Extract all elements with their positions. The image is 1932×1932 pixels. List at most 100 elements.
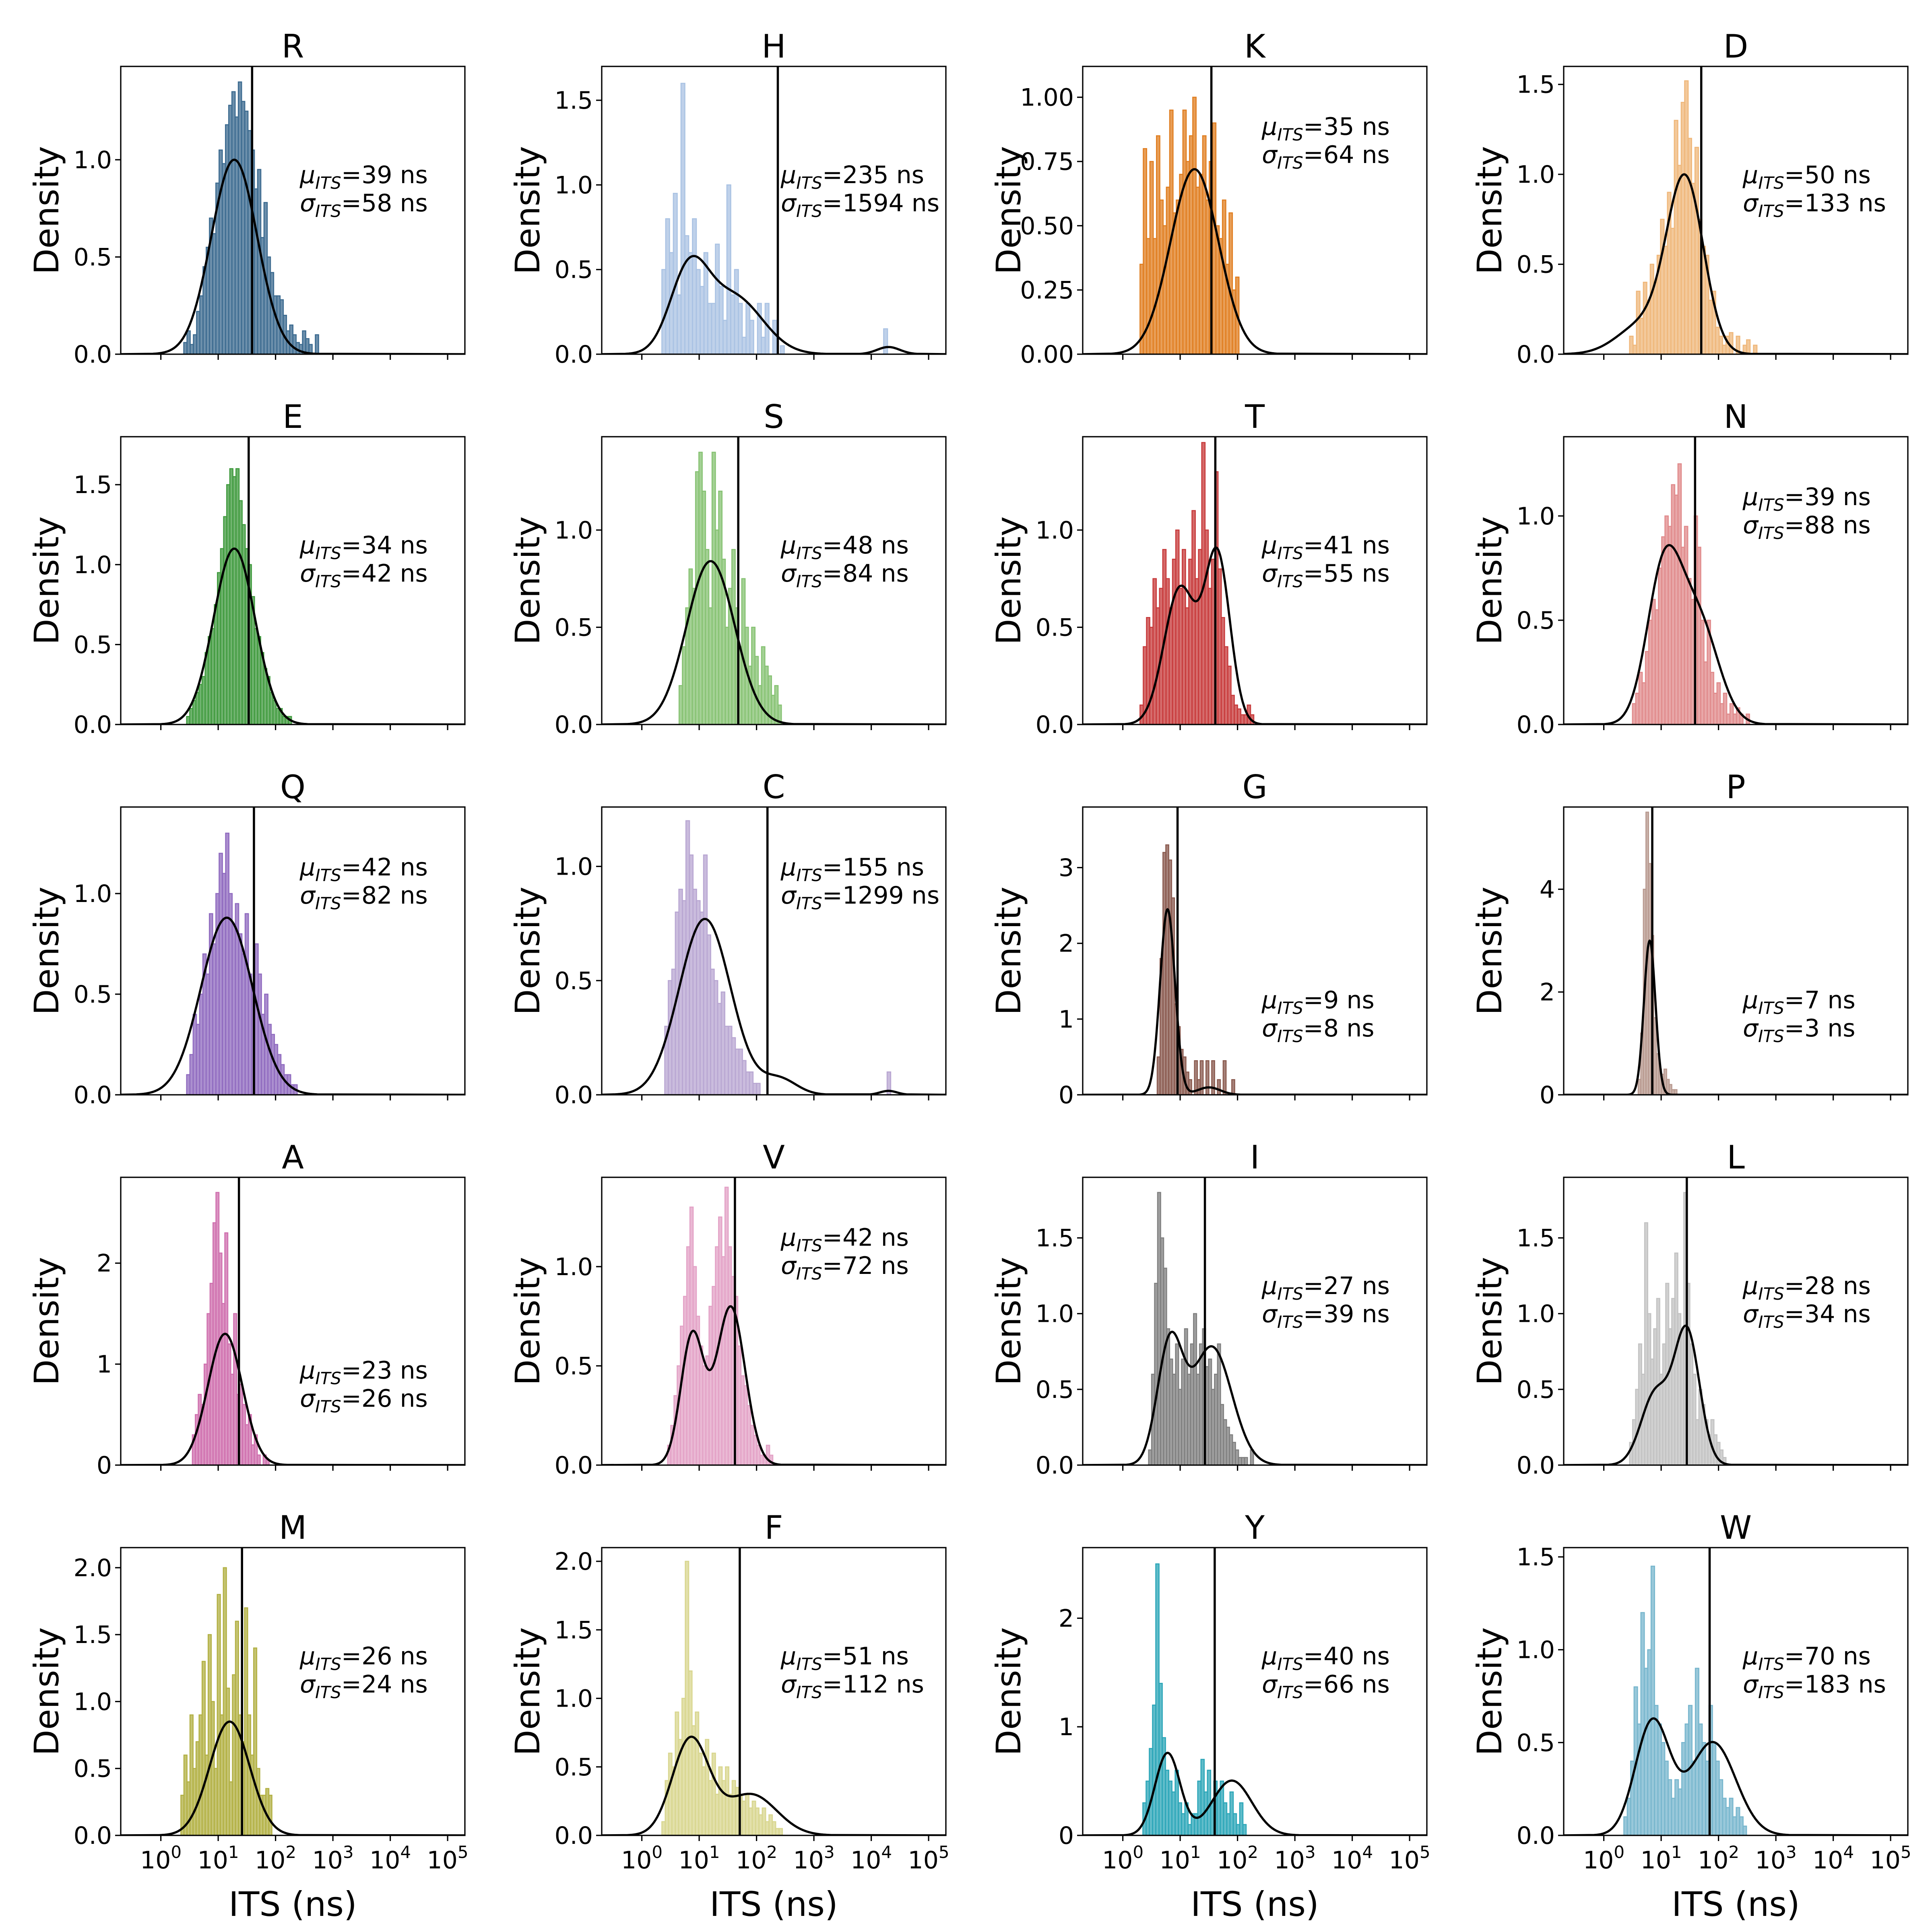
subplot-title: Y bbox=[1245, 1509, 1265, 1546]
stat-symbol: μ bbox=[780, 161, 796, 189]
y-tick-label: 1.0 bbox=[555, 1685, 593, 1713]
histogram-bar bbox=[689, 854, 694, 1095]
x-tick-exponent: 3 bbox=[824, 1842, 835, 1862]
stat-subscript: ITS bbox=[315, 173, 341, 193]
x-tick-base: 10 bbox=[312, 1846, 343, 1874]
histogram-bar bbox=[720, 991, 725, 1095]
stat-value: 7 bbox=[1804, 986, 1820, 1014]
stat-unit: ns bbox=[1362, 113, 1390, 141]
subplot-title: G bbox=[1243, 768, 1267, 806]
stat-equals: = bbox=[1784, 511, 1804, 539]
x-tick-base: 10 bbox=[198, 1846, 228, 1874]
stat-equals: = bbox=[1784, 1014, 1804, 1042]
x-tick-base: 10 bbox=[369, 1846, 400, 1874]
x-tick-exponent: 5 bbox=[1420, 1842, 1430, 1862]
stat-value: 235 bbox=[842, 161, 889, 189]
stat-value: 27 bbox=[1323, 1272, 1354, 1300]
y-tick-label: 0.5 bbox=[74, 1755, 112, 1783]
subplot-title: F bbox=[764, 1509, 783, 1546]
histogram-bar bbox=[699, 911, 704, 1095]
stat-value: 84 bbox=[842, 559, 873, 588]
kde-curve bbox=[1564, 1717, 1908, 1835]
histogram-bar bbox=[668, 980, 673, 1095]
histogram-bar bbox=[749, 320, 754, 354]
stat-subscript: ITS bbox=[796, 543, 822, 563]
stat-symbol: μ bbox=[299, 853, 315, 881]
x-tick-label: 101 bbox=[679, 1842, 720, 1874]
stat-subscript: ITS bbox=[1758, 1654, 1784, 1674]
y-axis-label: Density bbox=[989, 516, 1028, 645]
sigma-annotation: σITS=72 ns bbox=[781, 1252, 909, 1284]
kde-curve bbox=[121, 547, 465, 724]
histogram-bar bbox=[226, 1687, 230, 1835]
y-tick-label: 1.5 bbox=[555, 1616, 593, 1644]
x-tick-label: 105 bbox=[1870, 1842, 1911, 1874]
histogram-bar bbox=[315, 334, 319, 354]
histogram-bar bbox=[764, 303, 770, 354]
subplot-title: V bbox=[763, 1139, 785, 1176]
stat-symbol: μ bbox=[1742, 161, 1758, 189]
stat-equals: = bbox=[1784, 483, 1804, 511]
x-tick-exponent: 2 bbox=[1728, 1842, 1739, 1862]
x-axis-label: ITS (ns) bbox=[1672, 1885, 1800, 1924]
stat-subscript: ITS bbox=[1758, 201, 1784, 221]
histogram-bar bbox=[734, 269, 739, 354]
y-tick-label: 1.0 bbox=[74, 1688, 112, 1716]
stat-equals: = bbox=[341, 1670, 361, 1699]
x-tick-label: 101 bbox=[1641, 1842, 1682, 1874]
x-tick-exponent: 2 bbox=[285, 1842, 296, 1862]
histogram-bar bbox=[1650, 1565, 1655, 1835]
stat-subscript: ITS bbox=[315, 865, 341, 885]
histogram-bar bbox=[1242, 1824, 1247, 1835]
y-tick-label: 0 bbox=[1059, 1081, 1074, 1109]
stat-unit: ns bbox=[400, 559, 427, 588]
histogram-bar bbox=[757, 303, 762, 354]
stat-value: 88 bbox=[1804, 511, 1835, 539]
stat-space bbox=[392, 881, 400, 910]
stat-symbol: μ bbox=[299, 161, 315, 189]
stat-symbol: μ bbox=[780, 1224, 796, 1252]
y-tick-label: 0.0 bbox=[74, 711, 112, 739]
stat-value: 39 bbox=[1804, 483, 1835, 511]
y-tick-label: 1 bbox=[97, 1350, 112, 1379]
stat-unit: ns bbox=[400, 881, 427, 910]
y-axis-label: Density bbox=[1470, 1257, 1509, 1385]
y-tick-label: 0.0 bbox=[555, 1081, 593, 1109]
x-tick-exponent: 0 bbox=[1614, 1842, 1624, 1862]
mu-annotation: μITS=7 ns bbox=[1742, 986, 1856, 1018]
y-tick-label: 0.5 bbox=[1517, 251, 1555, 279]
y-axis-label: Density bbox=[989, 1257, 1028, 1385]
stat-unit: ns bbox=[912, 881, 939, 910]
stat-value: 23 bbox=[361, 1356, 392, 1385]
stat-unit: ns bbox=[1858, 189, 1886, 217]
stat-unit: ns bbox=[1827, 1014, 1855, 1042]
stat-symbol: σ bbox=[781, 881, 797, 910]
stat-subscript: ITS bbox=[315, 1397, 341, 1416]
stat-subscript: ITS bbox=[1758, 1682, 1784, 1702]
x-tick-label: 100 bbox=[1583, 1842, 1624, 1874]
y-tick-label: 1 bbox=[1059, 1713, 1074, 1741]
sigma-annotation: σITS=24 ns bbox=[300, 1670, 428, 1702]
histogram-bar bbox=[1674, 1089, 1678, 1095]
sigma-annotation: σITS=8 ns bbox=[1262, 1014, 1375, 1046]
axes-frame bbox=[601, 806, 947, 1096]
stat-subscript: ITS bbox=[1277, 1312, 1303, 1332]
subplot-title: D bbox=[1724, 28, 1748, 65]
y-tick-label: 0.5 bbox=[555, 1352, 593, 1380]
stat-equals: = bbox=[341, 559, 361, 588]
histogram-bar bbox=[710, 968, 715, 1095]
x-tick-exponent: 4 bbox=[881, 1842, 892, 1862]
x-tick-label: 100 bbox=[140, 1842, 182, 1874]
axes-frame bbox=[1563, 1177, 1909, 1466]
stat-unit: ns bbox=[881, 1252, 908, 1280]
stat-equals: = bbox=[1784, 1642, 1804, 1670]
histogram-bar bbox=[684, 235, 689, 354]
y-tick-label: 0.25 bbox=[1020, 276, 1074, 304]
x-tick-label: 101 bbox=[198, 1842, 239, 1874]
x-tick-label: 104 bbox=[369, 1842, 411, 1874]
stat-space bbox=[392, 189, 400, 217]
axes-frame bbox=[1082, 436, 1428, 725]
